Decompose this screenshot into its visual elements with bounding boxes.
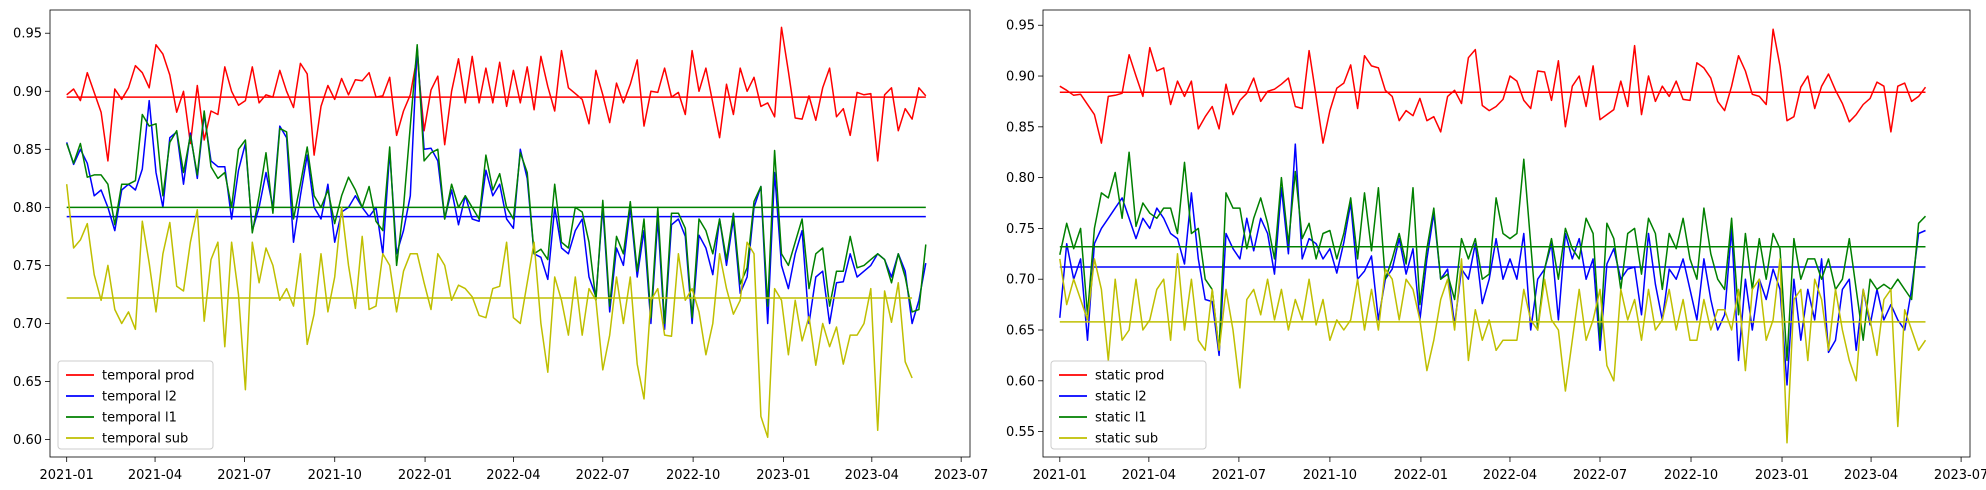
x-tick-label: 2022-07 <box>1573 468 1627 483</box>
x-tick-label: 2023-04 <box>1844 468 1898 483</box>
x-tick-label: 2022-01 <box>398 468 452 483</box>
y-tick-label: 0.60 <box>1006 374 1035 389</box>
y-tick-label: 0.65 <box>13 375 42 390</box>
x-tick-label: 2021-10 <box>1303 468 1357 483</box>
y-tick-label: 0.90 <box>1006 70 1035 85</box>
x-tick-label: 2022-10 <box>1664 468 1718 483</box>
plot-area <box>1059 28 1927 444</box>
plot-area <box>65 26 927 439</box>
x-tick-label: 2021-01 <box>1033 468 1087 483</box>
legend-label: temporal l2 <box>102 390 177 405</box>
legend-label: static l2 <box>1095 390 1147 405</box>
x-tick-label: 2023-01 <box>756 468 810 483</box>
x-tick-label: 2021-10 <box>308 468 362 483</box>
y-tick-label: 0.90 <box>13 85 42 100</box>
y-tick-label: 0.70 <box>1006 273 1035 288</box>
legend-label: temporal prod <box>102 369 195 384</box>
y-tick-label: 0.55 <box>1006 425 1035 440</box>
y-tick-label: 0.95 <box>13 27 42 42</box>
legend: static prod static l2 static l1 static sub <box>1050 360 1207 450</box>
series-line-temporal-prod <box>66 26 927 162</box>
x-tick-label: 2022-04 <box>486 468 540 483</box>
y-tick-label: 0.70 <box>13 317 42 332</box>
x-tick-label: 2022-10 <box>666 468 720 483</box>
y-tick-label: 0.75 <box>1006 222 1035 237</box>
y-tick-label: 0.85 <box>1006 120 1035 135</box>
x-tick-label: 2021-07 <box>1212 468 1266 483</box>
y-tick-label: 0.80 <box>13 201 42 216</box>
series-line-static-prod <box>1059 28 1927 144</box>
axes-frame <box>49 9 971 458</box>
x-tick-label: 2022-01 <box>1394 468 1448 483</box>
x-tick-label: 2021-04 <box>1122 468 1176 483</box>
series-line-temporal-l1 <box>65 44 927 325</box>
y-tick-label: 0.95 <box>1006 19 1035 34</box>
y-tick-label: 0.65 <box>1006 324 1035 339</box>
x-tick-label: 2023-01 <box>1755 468 1809 483</box>
x-tick-label: 2023-07 <box>1934 468 1986 483</box>
y-tick-label: 0.80 <box>1006 171 1035 186</box>
legend: temporal prod temporal l2 temporal l1 tempo… <box>57 360 214 450</box>
chart-panel-2: 2021-01 2021-04 2021-07 2021-10 2022-01 2022-… <box>1006 9 1986 483</box>
series-line-static-sub <box>1059 253 1927 444</box>
legend-label: static l1 <box>1095 411 1147 426</box>
legend-label: temporal l1 <box>102 411 177 426</box>
x-tick-label: 2021-04 <box>128 468 182 483</box>
series-line-static-l1 <box>1059 151 1927 362</box>
legend-label: temporal sub <box>102 432 188 447</box>
x-tick-label: 2021-07 <box>217 468 271 483</box>
x-tick-label: 2022-04 <box>1483 468 1537 483</box>
x-tick-label: 2022-07 <box>576 468 630 483</box>
axes-frame <box>1042 9 1971 458</box>
y-tick-label: 0.85 <box>13 143 42 158</box>
y-tick-label: 0.75 <box>13 259 42 274</box>
series-line-temporal-sub <box>65 184 913 439</box>
legend-box <box>1050 360 1207 450</box>
chart-panel-1: 2021-01 2021-04 2021-07 2021-10 2022-01 2022-… <box>13 9 988 483</box>
legend-label: static prod <box>1095 369 1164 384</box>
x-tick-label: 2023-04 <box>845 468 899 483</box>
legend-label: static sub <box>1095 432 1158 447</box>
legend-box <box>57 360 214 450</box>
x-tick-label: 2023-07 <box>934 468 988 483</box>
y-tick-label: 0.60 <box>13 433 42 448</box>
x-tick-label: 2021-01 <box>40 468 94 483</box>
series-line-static-l2 <box>1059 143 1926 386</box>
